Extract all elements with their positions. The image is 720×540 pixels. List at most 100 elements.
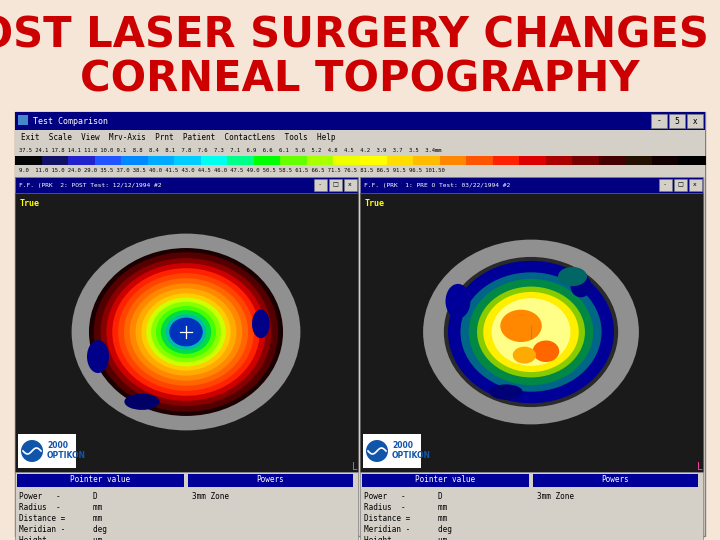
- Bar: [15, 165, 705, 177]
- Ellipse shape: [423, 240, 639, 424]
- Text: -: -: [319, 183, 321, 187]
- Text: F.F. (PRK  1: PRE O Test: 03/22/1994 #2: F.F. (PRK 1: PRE O Test: 03/22/1994 #2: [364, 183, 510, 187]
- Text: 9.0  11.0 15.0 24.0 29.0 35.5 37.0 38.5 40.0 41.5 43.0 44.5 46.0 47.5 49.0 50.5 : 9.0 11.0 15.0 24.0 29.0 35.5 37.0 38.5 4…: [19, 168, 445, 173]
- Bar: [492, 156, 520, 165]
- Bar: [254, 156, 281, 165]
- Text: Distance =      mm: Distance = mm: [364, 514, 447, 523]
- Bar: [689, 179, 702, 191]
- Bar: [17, 474, 184, 487]
- Text: Powers: Powers: [601, 476, 629, 484]
- Ellipse shape: [141, 293, 230, 370]
- Ellipse shape: [490, 384, 523, 400]
- Ellipse shape: [169, 318, 203, 346]
- Ellipse shape: [513, 347, 536, 363]
- Text: True: True: [365, 199, 385, 207]
- Text: OPTIKON: OPTIKON: [392, 451, 431, 461]
- Bar: [546, 156, 573, 165]
- Bar: [360, 156, 387, 165]
- Ellipse shape: [492, 298, 570, 366]
- Ellipse shape: [558, 267, 587, 286]
- Text: F.F. (PRK  2: POST Test: 12/12/1994 #2: F.F. (PRK 2: POST Test: 12/12/1994 #2: [19, 183, 161, 187]
- Bar: [626, 156, 652, 165]
- Text: Test Comparison: Test Comparison: [33, 117, 108, 125]
- Bar: [94, 156, 122, 165]
- Ellipse shape: [107, 263, 266, 401]
- Bar: [333, 156, 361, 165]
- Text: Power   -       D: Power - D: [364, 492, 443, 501]
- Text: CORNEAL TOPOGRAPHY: CORNEAL TOPOGRAPHY: [80, 59, 640, 101]
- Text: 3mm Zone: 3mm Zone: [537, 492, 574, 501]
- Text: x: x: [348, 183, 352, 187]
- Bar: [15, 193, 358, 472]
- Ellipse shape: [477, 287, 585, 377]
- Ellipse shape: [161, 310, 211, 354]
- Bar: [599, 156, 626, 165]
- Ellipse shape: [469, 279, 593, 385]
- Text: □: □: [332, 183, 338, 187]
- Bar: [15, 144, 705, 156]
- Bar: [15, 472, 358, 540]
- Ellipse shape: [94, 252, 279, 412]
- Bar: [669, 114, 685, 128]
- Bar: [314, 179, 327, 191]
- Ellipse shape: [146, 298, 226, 367]
- Ellipse shape: [71, 234, 300, 430]
- Bar: [387, 156, 413, 165]
- Text: -: -: [657, 117, 660, 125]
- Ellipse shape: [500, 309, 541, 342]
- Ellipse shape: [87, 340, 109, 373]
- Text: Radius  -       mm: Radius - mm: [364, 503, 447, 512]
- Text: x: x: [693, 117, 697, 125]
- Ellipse shape: [130, 284, 242, 381]
- Bar: [148, 156, 175, 165]
- Ellipse shape: [166, 314, 207, 349]
- Ellipse shape: [125, 394, 160, 410]
- Text: Power   -       D: Power - D: [19, 492, 98, 501]
- Bar: [15, 112, 705, 130]
- Text: POST LASER SURGERY CHANGES IN: POST LASER SURGERY CHANGES IN: [0, 14, 720, 56]
- Bar: [572, 156, 599, 165]
- Ellipse shape: [448, 261, 614, 403]
- Ellipse shape: [21, 440, 43, 462]
- Bar: [651, 114, 667, 128]
- Bar: [15, 156, 42, 165]
- Bar: [363, 434, 421, 468]
- Bar: [18, 434, 76, 468]
- Ellipse shape: [169, 318, 202, 346]
- Text: Meridian -      deg: Meridian - deg: [364, 525, 452, 534]
- Text: Radius  -       mm: Radius - mm: [19, 503, 102, 512]
- Ellipse shape: [483, 292, 579, 372]
- Text: 3mm Zone: 3mm Zone: [192, 492, 229, 501]
- Bar: [174, 156, 202, 165]
- Text: Pointer value: Pointer value: [415, 476, 475, 484]
- Ellipse shape: [570, 274, 591, 298]
- Bar: [15, 112, 705, 536]
- Bar: [659, 179, 672, 191]
- Text: 2000: 2000: [392, 442, 413, 450]
- Ellipse shape: [366, 440, 388, 462]
- Ellipse shape: [112, 268, 260, 396]
- Bar: [228, 156, 254, 165]
- Text: Height   -      μm: Height - μm: [19, 536, 102, 540]
- Ellipse shape: [461, 272, 601, 392]
- Bar: [344, 179, 357, 191]
- Text: Powers: Powers: [256, 476, 284, 484]
- Text: Height   -      μm: Height - μm: [364, 536, 447, 540]
- Ellipse shape: [533, 341, 559, 362]
- Text: □: □: [677, 183, 683, 187]
- Bar: [687, 114, 703, 128]
- Bar: [121, 156, 148, 165]
- Bar: [678, 156, 706, 165]
- Bar: [201, 156, 228, 165]
- Bar: [519, 156, 546, 165]
- Text: OPTIKON: OPTIKON: [47, 451, 86, 461]
- Bar: [42, 156, 68, 165]
- Bar: [15, 130, 705, 144]
- Ellipse shape: [174, 321, 199, 343]
- Ellipse shape: [252, 309, 269, 338]
- Text: Exit  Scale  View  Mrv-Axis  Prnt  Patient  ContactLens  Tools  Help: Exit Scale View Mrv-Axis Prnt Patient Co…: [21, 132, 336, 141]
- Bar: [360, 472, 703, 540]
- Text: x: x: [693, 183, 697, 187]
- Ellipse shape: [444, 257, 618, 407]
- Ellipse shape: [89, 248, 283, 416]
